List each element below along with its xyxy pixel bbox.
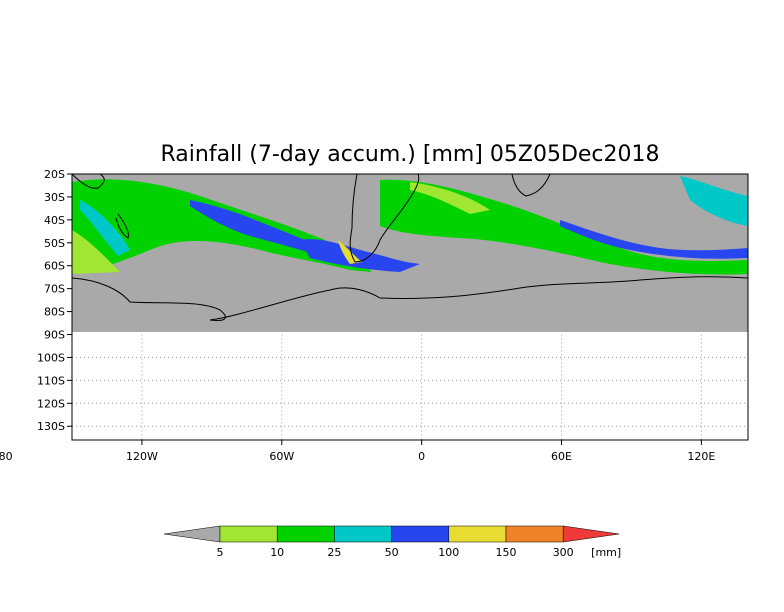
y-tick-label: 30S	[44, 191, 65, 204]
colorbar-label: 300	[553, 546, 574, 559]
rain-band-atlantic-light	[410, 182, 490, 214]
x-axis-ticks: 180 120W 60W 0 60E 120E	[0, 440, 715, 463]
colorbar-bin	[505, 525, 564, 543]
y-tick-label: 80S	[44, 306, 65, 319]
antarctica-land	[72, 276, 748, 332]
y-tick-label: 70S	[44, 283, 65, 296]
rain-band-pacific-light	[80, 200, 130, 256]
plot-area	[72, 174, 748, 332]
gridlines	[72, 334, 748, 440]
y-tick-label: 40S	[44, 214, 65, 227]
y-tick-label: 90S	[44, 329, 65, 342]
x-tick-label: 120W	[126, 450, 158, 463]
coastline-africa	[511, 174, 551, 197]
x-tick-label: 180	[0, 450, 13, 463]
colorbar-label: 5	[217, 546, 224, 559]
coastline-new-zealand	[115, 213, 129, 239]
colorbar: 5 10 25 50 100 150 300 [mm]	[163, 525, 621, 559]
colorbar-over-arrow	[562, 525, 620, 543]
coastline-antarctica	[72, 276, 748, 321]
x-tick-label: 60E	[551, 450, 572, 463]
rain-core-patagonia	[300, 239, 420, 272]
colorbar-under-arrow	[163, 525, 221, 543]
rain-band-atlantic-moderate	[560, 220, 748, 259]
rain-band-indian-ocean	[680, 176, 748, 226]
y-tick-label: 100S	[37, 351, 65, 364]
x-tick-label: 60W	[269, 450, 294, 463]
coastline-south-america	[349, 174, 420, 263]
y-axis-ticks: 20S 30S 40S 50S 60S 70S 80S 90S 100S 110S 120S 130S	[37, 168, 72, 433]
colorbar-bin	[219, 525, 278, 543]
y-tick-label: 130S	[37, 420, 65, 433]
x-tick-label: 0	[418, 450, 425, 463]
rain-band-pacific	[72, 179, 372, 274]
coastline-australia	[72, 174, 105, 189]
coastlines	[72, 174, 748, 321]
precipitation-field	[72, 176, 748, 332]
rain-band-west-edge	[72, 230, 120, 274]
y-tick-label: 110S	[37, 374, 65, 387]
y-tick-label: 60S	[44, 260, 65, 273]
colorbar-label: 50	[385, 546, 399, 559]
y-tick-label: 20S	[44, 168, 65, 181]
colorbar-label: 100	[438, 546, 459, 559]
y-tick-label: 120S	[37, 397, 65, 410]
colorbar-bin	[391, 525, 450, 543]
y-tick-label: 50S	[44, 237, 65, 250]
rain-core-patagonia-heavy	[338, 240, 362, 264]
colorbar-bin	[276, 525, 335, 543]
colorbar-label: 10	[270, 546, 284, 559]
x-tick-label: 120E	[687, 450, 715, 463]
colorbar-bin	[334, 525, 392, 543]
colorbar-label: 150	[496, 546, 517, 559]
colorbar-unit: [mm]	[591, 546, 621, 559]
map-title: Rainfall (7-day accum.) [mm] 05Z05Dec201…	[160, 142, 659, 167]
plot-frame	[71, 173, 749, 441]
colorbar-label: 25	[327, 546, 341, 559]
colorbar-bin	[448, 525, 507, 543]
